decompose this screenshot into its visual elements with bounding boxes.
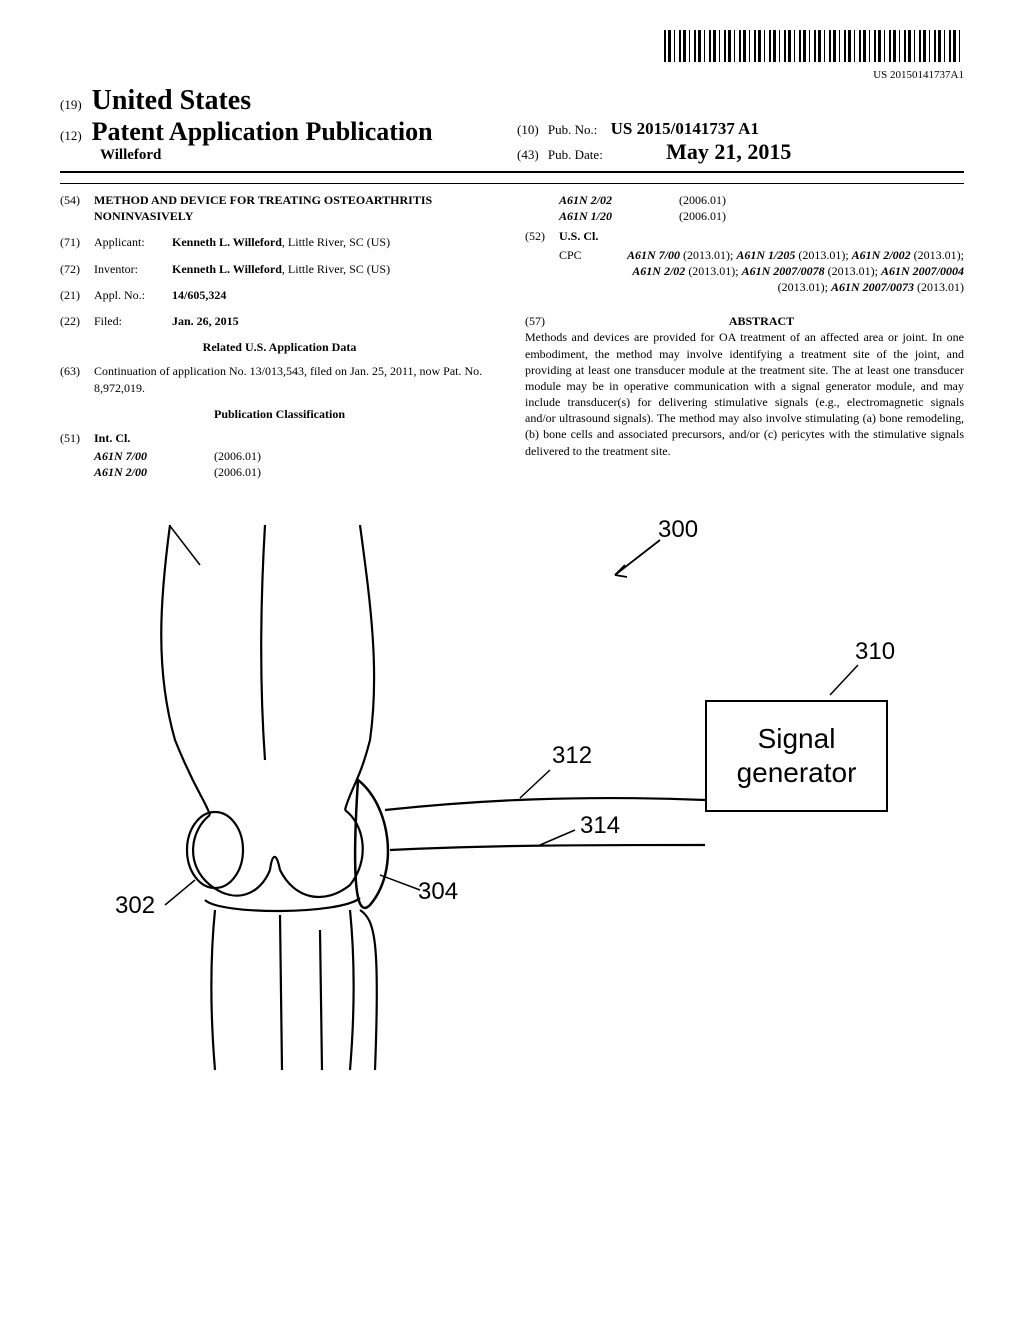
code-19: (19) [60,97,82,112]
appl-no-label: Appl. No.: [94,287,172,303]
abstract-title: ABSTRACT [559,313,964,329]
ref-300: 300 [658,516,698,544]
intcl-year: (2006.01) [214,464,261,480]
inventor-label: Inventor: [94,261,172,277]
abstract-text: Methods and devices are provided for OA … [525,329,964,459]
inventor-addr: , Little River, SC (US) [282,262,390,276]
ref-304: 304 [418,878,458,906]
pub-date-label: Pub. Date: [548,147,603,162]
intcl-year: (2006.01) [679,208,726,224]
ref-302: 302 [115,892,155,920]
pub-no-label: Pub. No.: [548,122,597,137]
code-21: (21) [60,287,94,303]
invention-title: METHOD AND DEVICE FOR TREATING OSTEOARTH… [94,192,499,224]
code-12: (12) [60,128,82,143]
rule-thin [60,183,964,184]
code-51: (51) [60,430,94,446]
code-22: (22) [60,313,94,329]
intcl-row: A61N 7/00 [94,448,214,464]
applicant-label: Applicant: [94,234,172,250]
cpc-label: CPC [559,247,597,296]
related-data-title: Related U.S. Application Data [60,339,499,355]
pub-no: US 2015/0141737 A1 [611,119,759,138]
continuation-text: Continuation of application No. 13/013,5… [94,363,499,395]
filed-label: Filed: [94,313,172,329]
intcl-row: A61N 2/00 [94,464,214,480]
rule-thick [60,171,964,173]
barcode-number: US 20150141737A1 [60,69,964,81]
ref-312: 312 [552,742,592,770]
applicant-addr: , Little River, SC (US) [282,235,390,249]
filed-date: Jan. 26, 2015 [172,313,499,329]
code-52: (52) [525,228,559,244]
uscl-label: U.S. Cl. [559,228,964,244]
code-63: (63) [60,363,94,395]
appl-no: 14/605,324 [172,287,499,303]
country-title: United States [92,85,251,116]
intcl-label: Int. Cl. [94,430,499,446]
intcl-row: A61N 1/20 [559,208,679,224]
pub-class-title: Publication Classification [60,406,499,422]
code-54: (54) [60,192,94,224]
code-71: (71) [60,234,94,250]
inventor-name: Kenneth L. Willeford [172,262,282,276]
applicant-name: Kenneth L. Willeford [172,235,282,249]
ref-314: 314 [580,812,620,840]
code-43: (43) [517,147,539,162]
intcl-row: A61N 2/02 [559,192,679,208]
code-10: (10) [517,122,539,137]
intcl-year: (2006.01) [679,192,726,208]
author-name: Willeford [100,147,507,164]
cpc-list: A61N 7/00 (2013.01); A61N 1/205 (2013.01… [597,247,964,296]
code-72: (72) [60,261,94,277]
pub-date: May 21, 2015 [666,139,791,164]
doc-type: Patent Application Publication [92,117,433,146]
intcl-year: (2006.01) [214,448,261,464]
ref-310: 310 [855,638,895,666]
code-57: (57) [525,313,559,329]
signal-generator-box: Signal generator [705,700,888,811]
barcode-graphic [664,30,964,62]
patent-figure: 300 310 312 314 304 302 Signal generator [60,510,964,1080]
